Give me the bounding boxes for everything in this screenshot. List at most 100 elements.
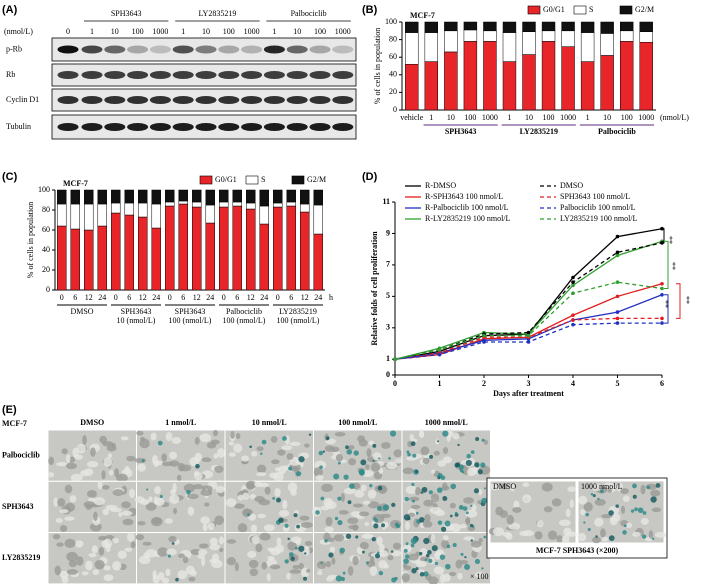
stain — [470, 450, 475, 454]
cell — [56, 462, 68, 467]
cell — [367, 489, 377, 499]
stain — [318, 450, 324, 456]
cell — [392, 542, 401, 550]
band — [127, 71, 149, 79]
cell — [97, 480, 103, 490]
cell — [551, 498, 562, 507]
stain — [622, 530, 627, 535]
x-tick-label: 24 — [152, 293, 160, 302]
stain — [454, 462, 460, 468]
stain — [450, 483, 457, 490]
bar-segment — [124, 202, 134, 216]
stain — [141, 459, 145, 463]
cell — [201, 457, 212, 463]
legend-label: Palbociclib 100 nmol/L — [560, 203, 636, 212]
cell — [578, 495, 588, 505]
group-label: 100 (nmol/L) — [223, 316, 266, 325]
x-tick-label: 0 — [114, 293, 118, 302]
cell — [59, 509, 69, 514]
bar-segment — [600, 33, 614, 56]
cell — [207, 522, 215, 531]
stain — [276, 497, 281, 503]
point — [482, 340, 486, 344]
cell — [169, 451, 178, 460]
y-tick-label: 80 — [389, 34, 397, 43]
bar-segment — [424, 21, 439, 33]
stain — [335, 575, 342, 582]
y-tick-label: 40 — [42, 245, 50, 254]
row-label: Tubulin — [6, 122, 31, 131]
bar-segment — [151, 189, 161, 205]
cell — [386, 461, 398, 470]
cell — [449, 502, 456, 509]
cell — [314, 460, 327, 470]
cell — [565, 508, 571, 518]
cell — [188, 576, 196, 582]
band — [309, 123, 331, 131]
band — [81, 45, 103, 54]
cell — [61, 448, 68, 455]
cell — [651, 507, 662, 513]
stain — [436, 487, 443, 493]
bar-segment — [522, 21, 536, 32]
stain — [411, 568, 417, 574]
cell — [483, 439, 488, 445]
cell — [415, 486, 421, 496]
cell — [98, 546, 105, 556]
cell — [106, 444, 117, 452]
cell — [228, 441, 235, 446]
stain — [412, 499, 415, 503]
cell — [360, 484, 367, 492]
stain — [428, 558, 433, 563]
x-tick-label: 24 — [98, 293, 106, 302]
cell — [419, 429, 424, 438]
point — [526, 330, 531, 335]
cell — [172, 482, 177, 493]
cell — [152, 454, 158, 465]
cell — [313, 467, 323, 478]
point — [615, 321, 620, 325]
bar-segment — [424, 61, 439, 111]
cell — [249, 494, 257, 500]
cell — [121, 501, 131, 509]
stain — [470, 539, 473, 542]
stain — [481, 497, 488, 504]
cell — [161, 577, 170, 584]
x-tick-label: 12 — [301, 293, 309, 302]
cell — [192, 484, 204, 490]
bar-segment — [232, 201, 242, 207]
stain — [388, 456, 391, 460]
x-unit: h — [329, 293, 333, 302]
stain — [405, 554, 410, 559]
point — [437, 348, 442, 352]
legend-swatch — [527, 5, 541, 15]
cell — [187, 506, 195, 516]
cell — [214, 465, 224, 473]
band — [149, 96, 171, 104]
dose-label: 1 — [272, 27, 276, 36]
bracket — [664, 294, 669, 324]
cell — [381, 442, 391, 449]
bar-segment — [561, 46, 575, 111]
bar-segment — [639, 41, 653, 111]
bar-segment — [463, 21, 478, 31]
cell — [330, 446, 340, 453]
column-header: DMSO — [80, 418, 104, 427]
bar-segment — [205, 222, 215, 291]
legend-label: G2/M — [307, 175, 326, 184]
point — [571, 283, 575, 288]
legend-label: DMSO — [560, 181, 583, 190]
cell — [249, 568, 259, 577]
bar-segment — [619, 41, 634, 111]
dose-label: 10 — [111, 27, 119, 36]
stain — [437, 476, 441, 480]
stain — [437, 474, 441, 477]
cell — [335, 453, 344, 462]
cell — [98, 535, 107, 541]
stain — [429, 454, 434, 459]
cell — [65, 502, 76, 512]
stain — [407, 516, 411, 521]
bar-segment — [580, 61, 595, 111]
point — [526, 340, 531, 344]
point — [615, 253, 620, 258]
